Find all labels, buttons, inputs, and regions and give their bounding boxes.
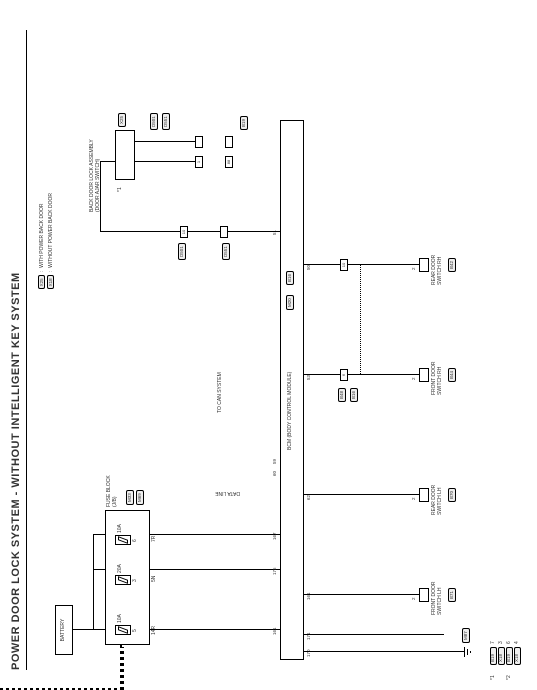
rd-lh-label: REAR DOOR SWITCH LH [432,475,443,515]
bd-via-4: 88 [225,156,233,168]
ref-conn-2: B19 [506,647,513,665]
bcm-conn-1: B16 [286,271,294,285]
fuse-0-rating: 10A [118,614,124,623]
rd-rh-pin: 2 [411,267,416,270]
dotted-link [360,265,361,375]
rear-door-sw-lh [419,488,429,502]
legend-text-0: WITH POWER BACK DOOR [39,203,45,267]
fuse-2-slot: 6 [133,539,139,542]
bcm-conn-0: M20 [286,295,294,310]
rd-lh-conn: B70 [448,488,456,502]
fuse-0-out: 14R [152,626,158,635]
fuse-block-conn-0: M33 [126,490,134,505]
bcm-label: BCM (BODY CONTROL MODULE) [288,372,294,450]
bcm-pin-b3: 62 [306,495,311,500]
wiring-diagram-page: POWER DOOR LOCK SYSTEM - WITHOUT INTELLI… [0,153,537,690]
bd-inline-conn0: D501 [178,243,186,260]
battery-label: BATTERY [61,619,67,642]
rd-rh-via: 10 [340,259,348,271]
fuse-1-rating: 20A [118,564,124,573]
fuse-1 [115,575,131,585]
fuse-2-rating: 10A [118,524,124,533]
diagram-title: POWER DOOR LOCK SYSTEM - WITHOUT INTELLI… [10,272,22,670]
ref-num-3: 4 [515,634,521,644]
ref-lbl-0: *1 [491,668,497,680]
bcm-pin-t2: 167 [272,532,277,540]
option-legend: X25 : WITH POWER BACK DOOR X18 : WITHOUT… [38,193,56,289]
fuse-block-conn-1: M69 [136,490,144,505]
wire [73,629,93,630]
bd-inline-conn1: D551 [222,243,230,260]
fuse-block-label: FUSE BLOCK (J/B) [107,467,118,507]
bd-via-6 [225,136,233,148]
bcm-pin-b4: 53 [306,375,311,380]
bd-via-1: D551 [162,113,170,130]
fd-rh-via-c1: B16 [350,388,358,402]
bd-via-5 [195,136,203,148]
ref-conn-0: B19 [490,647,497,665]
ref-num-2: 6 [507,634,513,644]
legend-text-1: WITHOUT POWER BACK DOOR [48,193,54,268]
wire [93,535,94,630]
can-data-line-label: DATA LINE [215,490,240,496]
bcm-pin-t4: 59 [272,459,277,464]
bcm-pin-t1: 175 [272,567,277,575]
ref-num-0: 7 [491,634,497,644]
rear-door-sw-rh [419,258,429,272]
fuse-1-slot: 3 [133,579,139,582]
back-door-switch [115,130,135,180]
fd-rh-pin: 2 [411,377,416,380]
fd-rh-label: FRONT DOOR SWITCH RH [432,355,443,395]
fuse-2 [115,535,131,545]
bd-via-3: 1 [195,156,203,168]
ref-table: *1 B19 7 X18 3 *2 B19 6 X18 4 [490,634,521,680]
bcm-pin-b5: 50 [306,265,311,270]
fuse-0 [115,625,131,635]
back-door-conn: X25 [118,113,126,127]
ground-conn: M87 [462,628,470,643]
fd-lh-conn: B71 [448,588,456,602]
bd-inline-0: 10 [180,226,188,238]
back-door-star: *1 [118,187,124,192]
bcm-pin-t3: 60 [272,471,277,476]
battery-box: BATTERY [55,605,73,655]
can-target: TO CAN SYSTEM [218,372,224,413]
fd-rh-conn: B44 [448,368,456,382]
fd-rh-via-c0: B48 [338,388,346,402]
fd-rh-via: 6 [340,369,348,381]
front-door-sw-lh [419,588,429,602]
fd-lh-label: FRONT DOOR SWITCH LH [432,575,443,615]
ref-conn-1: X18 [498,647,505,665]
legend-conn-0: X25 [38,275,45,289]
rd-rh-conn: B42 [448,258,456,272]
front-door-sw-rh [419,368,429,382]
back-door-label: BACK DOOR LOCK ASSEMBLY (DOOR AJAR SWITC… [90,132,101,212]
fuse-0-slot: 5 [133,629,139,632]
rd-lh-pin: 2 [411,497,416,500]
bd-via-b19: B19 [240,116,248,130]
ref-lbl-2: *2 [507,668,513,680]
title-underline [26,30,27,670]
fd-lh-pin: 2 [411,597,416,600]
ref-conn-3: X18 [514,647,521,665]
bd-via-0: D501 [150,113,158,130]
bcm-pin-t0: 161 [272,627,277,635]
fuse-2-out: 7R [152,536,158,542]
fuse-1-out: 5N [152,576,158,582]
legend-conn-1: X18 [47,275,54,289]
bd-inline-1 [220,226,228,238]
can-line-h2 [122,647,124,690]
ref-num-1: 3 [499,634,505,644]
rd-rh-label: REAR DOOR SWITCH RH [432,245,443,285]
